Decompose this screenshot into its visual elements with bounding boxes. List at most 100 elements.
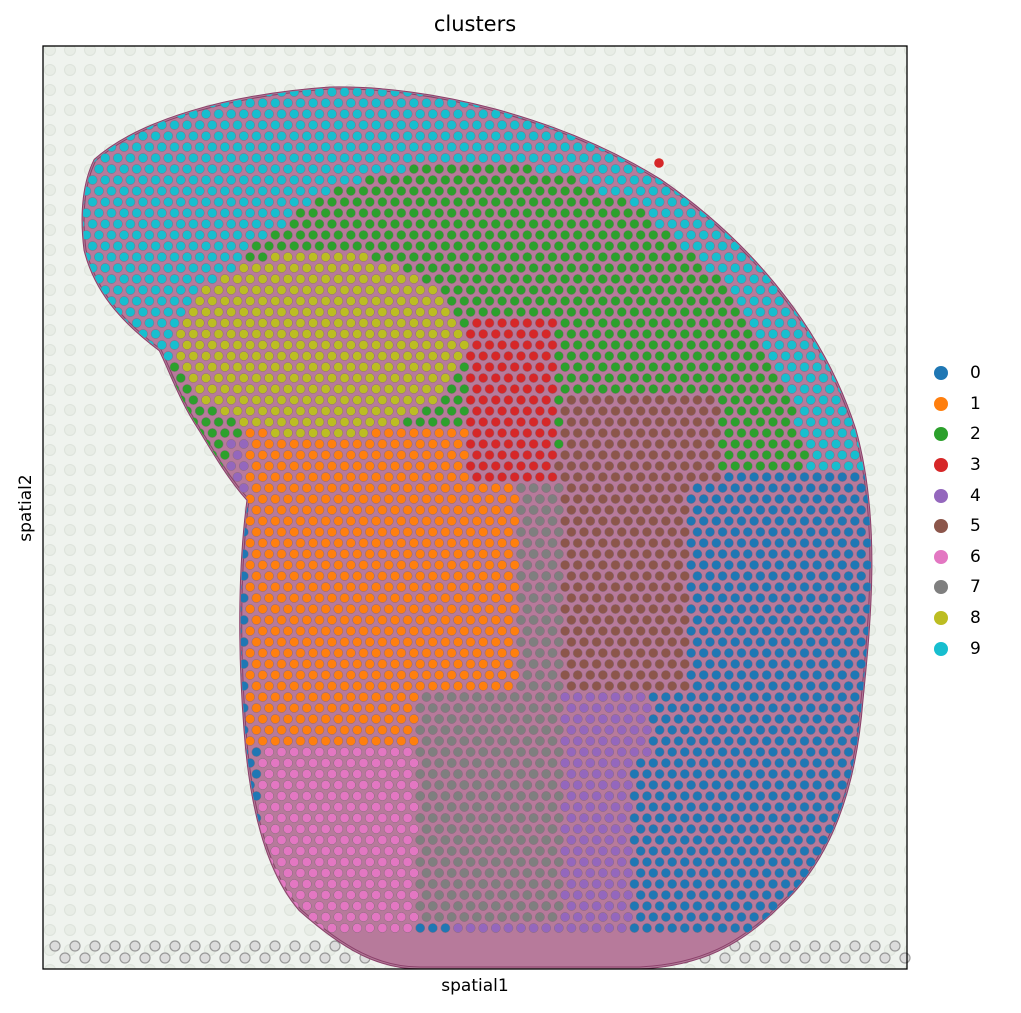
data-point — [346, 846, 356, 856]
data-point — [377, 307, 388, 317]
data-point — [862, 560, 871, 570]
data-point — [478, 835, 489, 845]
data-point — [194, 362, 205, 372]
data-point — [799, 406, 810, 416]
data-point — [182, 186, 192, 196]
data-point — [257, 296, 268, 306]
data-point — [629, 659, 640, 669]
data-point — [654, 483, 665, 493]
data-point — [705, 923, 715, 933]
data-point — [616, 241, 627, 251]
data-point — [591, 505, 602, 515]
data-point — [472, 186, 482, 196]
data-point — [295, 186, 306, 196]
data-point — [648, 428, 659, 438]
data-point — [843, 549, 854, 559]
data-point — [629, 901, 640, 911]
data-point — [850, 648, 860, 658]
data-point — [257, 142, 268, 152]
data-point — [213, 219, 224, 229]
data-point — [572, 868, 583, 878]
data-point — [509, 758, 520, 768]
data-point — [409, 846, 419, 856]
data-point — [585, 494, 596, 504]
data-point — [251, 263, 262, 273]
data-point — [742, 813, 753, 823]
data-point — [289, 351, 300, 361]
data-point — [264, 791, 274, 801]
data-point — [490, 835, 501, 845]
data-point — [610, 208, 621, 218]
data-point — [169, 230, 180, 240]
data-point — [383, 824, 394, 834]
data-point — [478, 703, 489, 713]
data-point — [824, 626, 835, 636]
data-point — [402, 153, 413, 163]
data-point — [446, 604, 457, 614]
data-point — [327, 131, 337, 141]
data-point — [755, 857, 766, 867]
data-point — [484, 406, 495, 416]
data-point — [232, 164, 243, 174]
data-point — [692, 901, 703, 911]
data-point — [780, 527, 791, 537]
data-point — [654, 329, 665, 339]
data-point — [377, 285, 388, 295]
data-point — [314, 549, 325, 559]
data-point — [749, 296, 759, 306]
data-point — [629, 417, 640, 427]
data-point — [629, 703, 640, 713]
data-point — [837, 428, 848, 438]
data-point — [711, 890, 722, 900]
data-point — [572, 538, 583, 548]
data-point — [169, 274, 180, 284]
data-point — [352, 747, 363, 757]
data-point — [264, 593, 274, 603]
data-point — [383, 120, 394, 130]
data-point — [661, 296, 671, 306]
data-point — [257, 758, 268, 768]
data-point — [831, 549, 841, 559]
fiducial-spot — [149, 940, 161, 952]
data-point — [787, 692, 797, 702]
data-point — [415, 197, 426, 207]
data-point — [717, 835, 728, 845]
data-point — [604, 857, 615, 867]
data-point — [125, 197, 136, 207]
data-point — [818, 571, 829, 581]
data-point — [383, 890, 394, 900]
data-point — [465, 857, 476, 867]
data-point — [112, 175, 123, 185]
data-point — [314, 175, 325, 185]
data-point — [327, 175, 337, 185]
data-point — [497, 274, 507, 284]
data-point — [213, 307, 224, 317]
data-point — [787, 714, 797, 724]
data-point — [383, 406, 394, 416]
data-point — [289, 725, 300, 735]
data-point — [459, 208, 470, 218]
data-point — [364, 351, 375, 361]
data-point — [320, 736, 331, 746]
data-point — [736, 384, 747, 394]
data-point — [440, 637, 451, 647]
data-point — [585, 406, 596, 416]
data-point — [490, 219, 501, 229]
data-point — [352, 637, 363, 647]
data-point — [251, 549, 262, 559]
data-point — [673, 626, 684, 636]
data-point — [648, 538, 659, 548]
data-point — [831, 505, 841, 515]
data-point — [364, 681, 375, 691]
data-point — [566, 703, 577, 713]
data-point — [301, 813, 312, 823]
data-point — [289, 329, 300, 339]
data-point — [799, 472, 810, 482]
data-point — [711, 692, 722, 702]
axes-frame — [42, 45, 908, 970]
data-point — [295, 340, 306, 350]
data-point — [409, 626, 419, 636]
data-point — [598, 494, 608, 504]
data-point — [283, 846, 293, 856]
data-point — [679, 219, 690, 229]
